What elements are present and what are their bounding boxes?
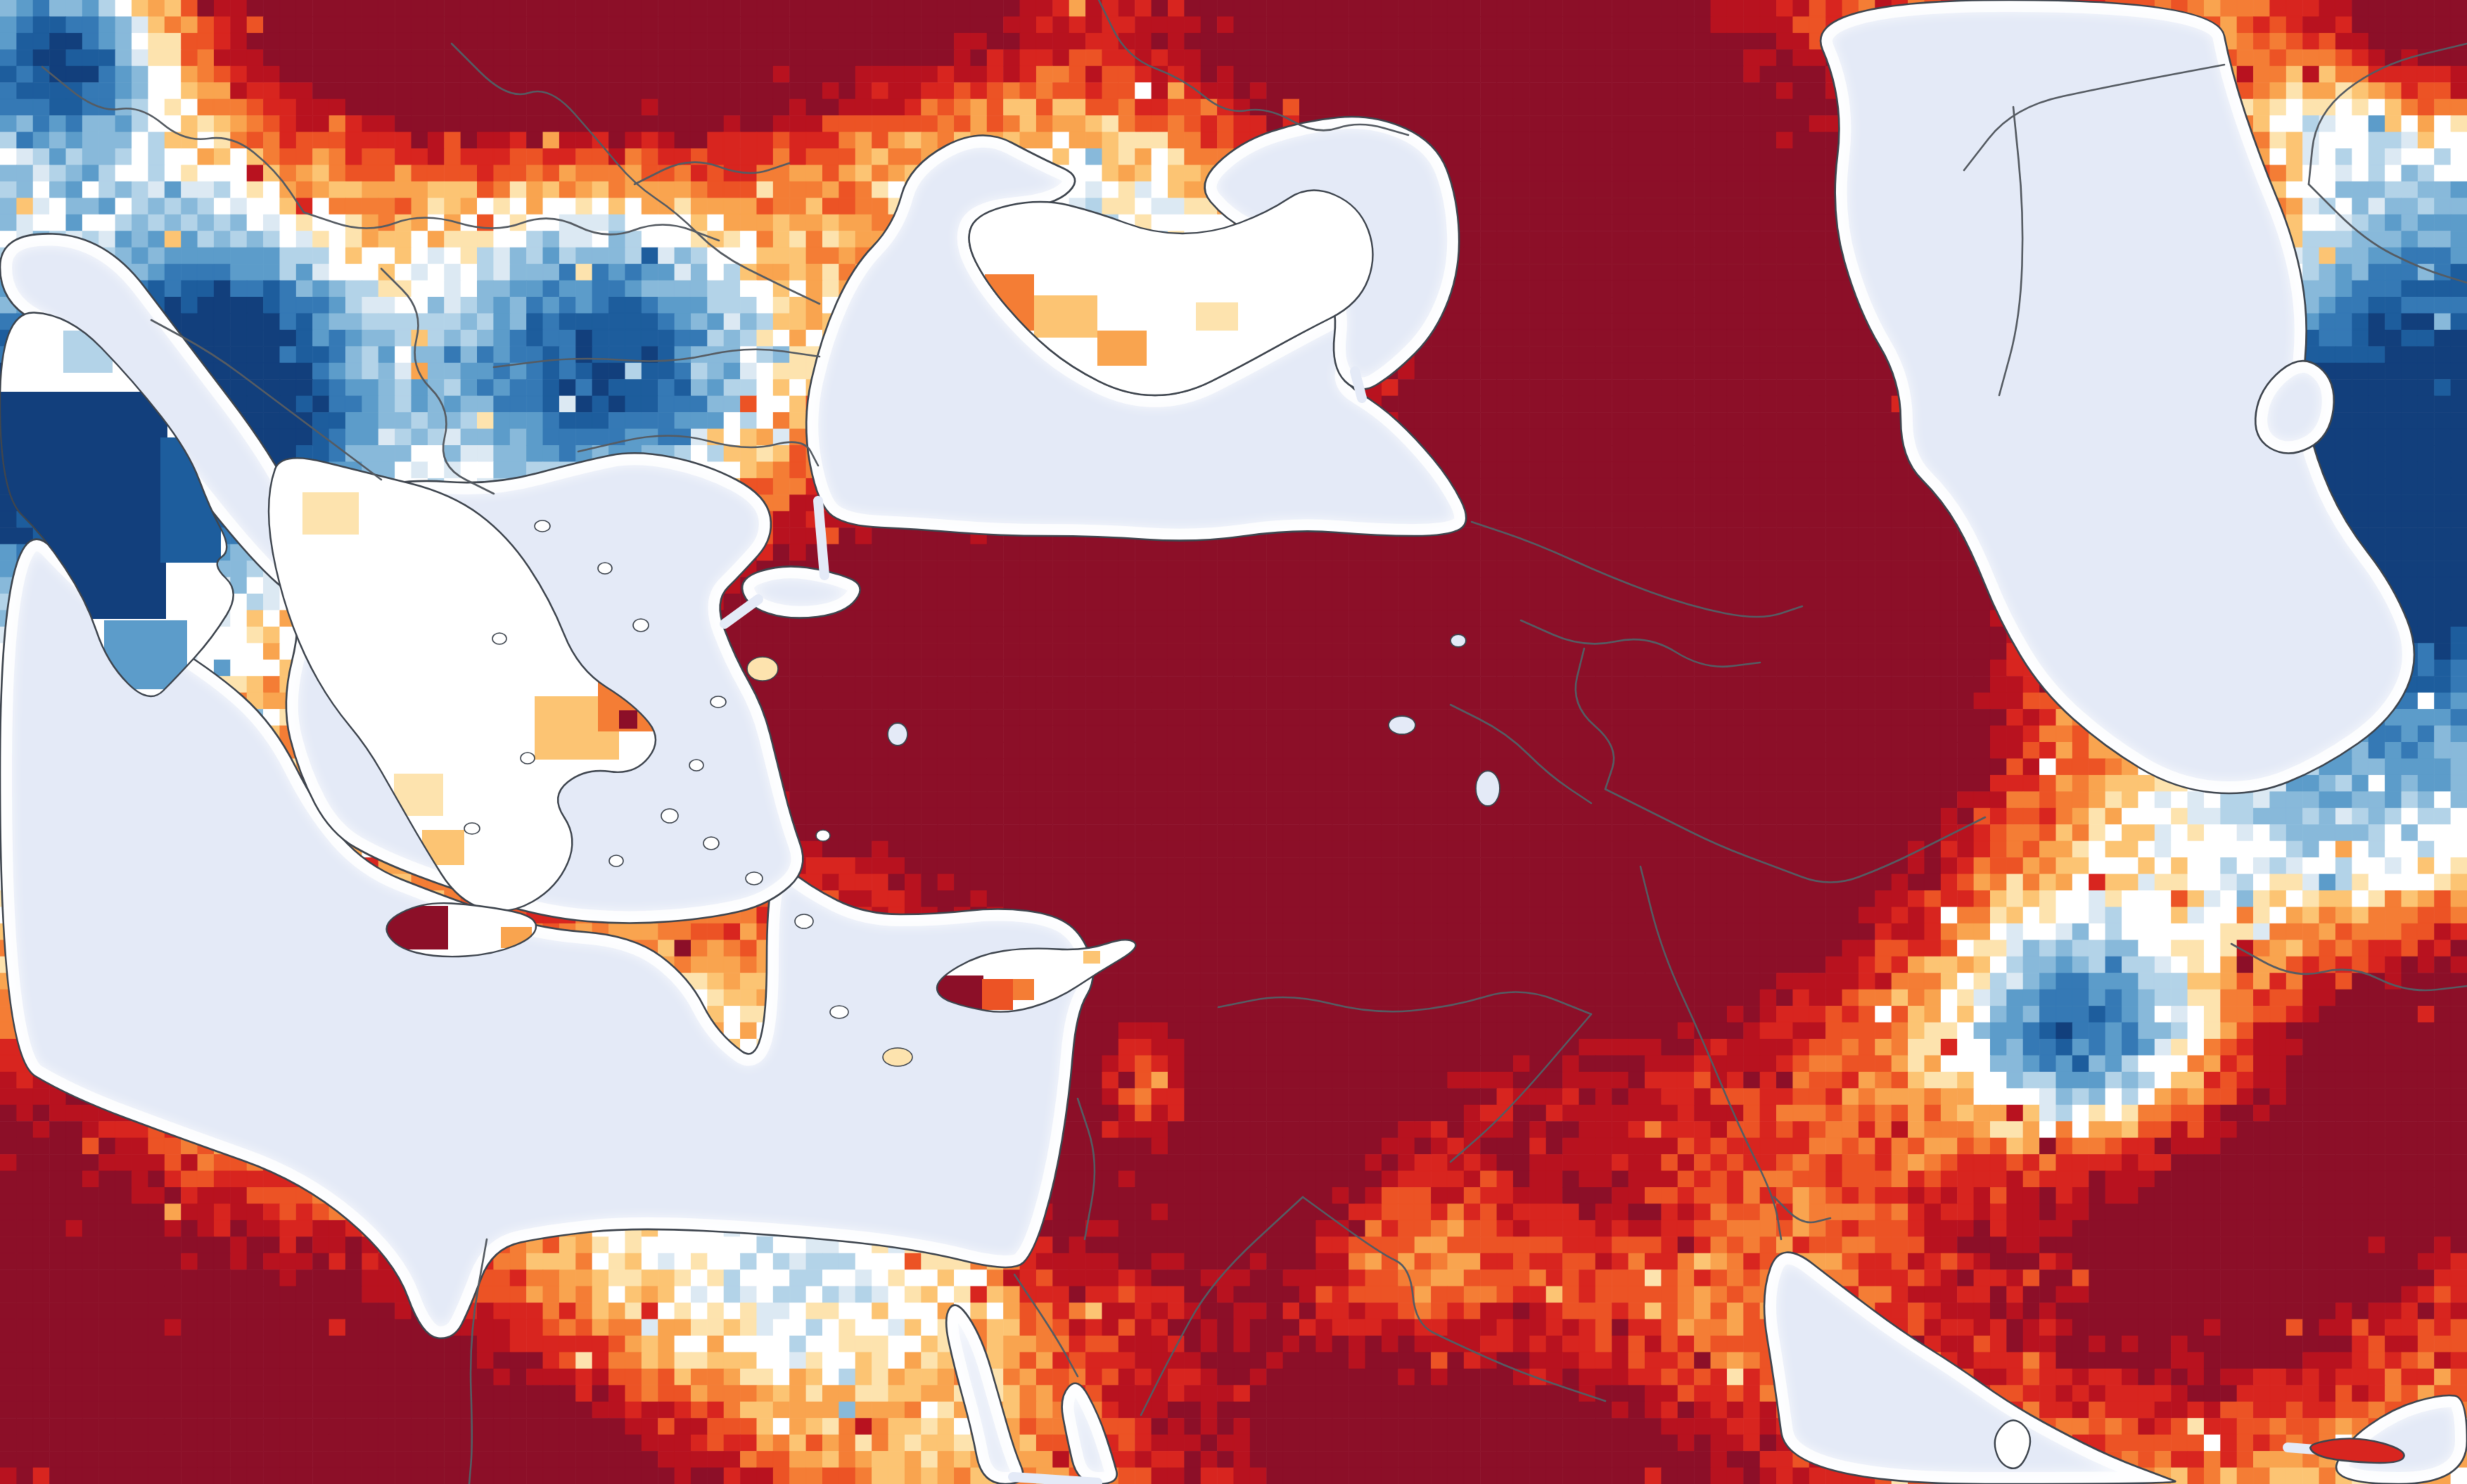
- anomaly-map-canvas: [0, 0, 2467, 1484]
- satellite-anomaly-map: [0, 0, 2467, 1484]
